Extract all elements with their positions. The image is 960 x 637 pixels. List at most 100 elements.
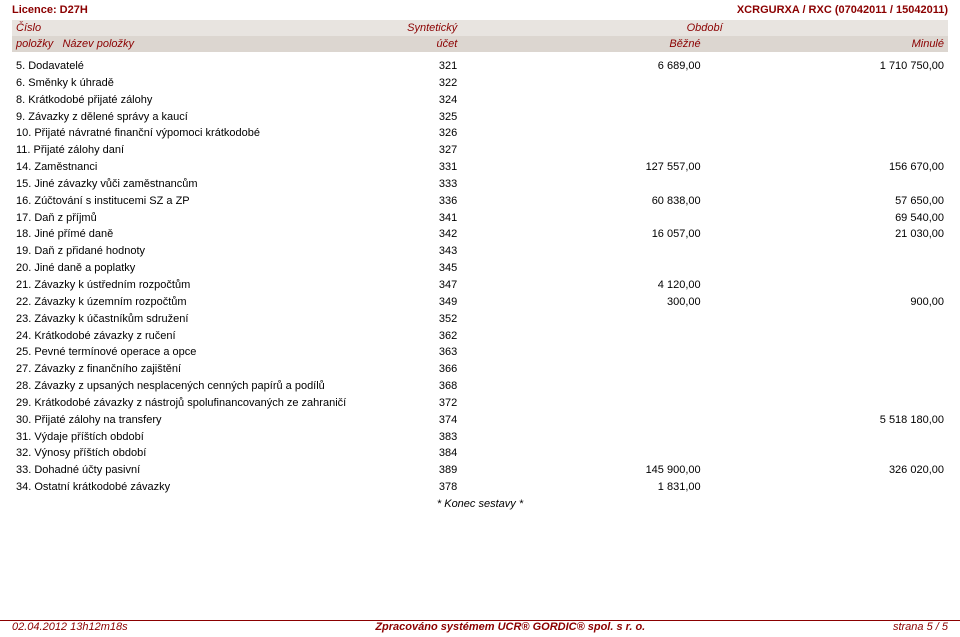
row-current: 6 689,00 bbox=[461, 58, 704, 75]
row-current bbox=[461, 361, 704, 378]
row-current bbox=[461, 260, 704, 277]
row-account: 378 bbox=[368, 479, 462, 496]
row-previous bbox=[705, 344, 948, 361]
row-account: 322 bbox=[368, 75, 462, 92]
row-previous bbox=[705, 277, 948, 294]
table-row: 31. Výdaje příštích období383 bbox=[12, 429, 948, 446]
row-current bbox=[461, 92, 704, 109]
hdr-nazev: Název položky bbox=[62, 38, 134, 50]
row-account: 384 bbox=[368, 445, 462, 462]
row-previous bbox=[705, 395, 948, 412]
table-row: 34. Ostatní krátkodobé závazky3781 831,0… bbox=[12, 479, 948, 496]
row-account: 341 bbox=[368, 210, 462, 227]
row-label: 6. Směnky k úhradě bbox=[12, 75, 368, 92]
row-label: 33. Dohadné účty pasivní bbox=[12, 462, 368, 479]
row-account: 326 bbox=[368, 125, 462, 142]
row-current: 4 120,00 bbox=[461, 277, 704, 294]
table-row: 18. Jiné přímé daně34216 057,0021 030,00 bbox=[12, 226, 948, 243]
footer-page: strana 5 / 5 bbox=[893, 621, 948, 633]
row-current bbox=[461, 75, 704, 92]
row-account: 383 bbox=[368, 429, 462, 446]
row-previous bbox=[705, 361, 948, 378]
row-previous bbox=[705, 311, 948, 328]
footer-timestamp: 02.04.2012 13h12m18s bbox=[12, 621, 128, 633]
row-current bbox=[461, 378, 704, 395]
row-previous bbox=[705, 445, 948, 462]
table-row: 17. Daň z příjmů34169 540,00 bbox=[12, 210, 948, 227]
row-account: 366 bbox=[368, 361, 462, 378]
row-previous: 1 710 750,00 bbox=[705, 58, 948, 75]
row-current bbox=[461, 344, 704, 361]
row-current: 60 838,00 bbox=[461, 193, 704, 210]
row-account: 321 bbox=[368, 58, 462, 75]
row-label: 32. Výnosy příštích období bbox=[12, 445, 368, 462]
row-previous bbox=[705, 429, 948, 446]
table-row: 28. Závazky z upsaných nesplacených cenn… bbox=[12, 378, 948, 395]
licence-label: Licence: D27H bbox=[12, 4, 88, 16]
row-current: 127 557,00 bbox=[461, 159, 704, 176]
row-previous: 326 020,00 bbox=[705, 462, 948, 479]
hdr-polozky-nazev: položky Název položky bbox=[12, 36, 368, 52]
end-of-report: * Konec sestavy * bbox=[12, 498, 948, 510]
footer-system: Zpracováno systémem UCR® GORDIC® spol. s… bbox=[375, 621, 645, 633]
row-label: 16. Zúčtování s institucemi SZ a ZP bbox=[12, 193, 368, 210]
table-row: 25. Pevné termínové operace a opce363 bbox=[12, 344, 948, 361]
row-previous bbox=[705, 260, 948, 277]
table-row: 32. Výnosy příštích období384 bbox=[12, 445, 948, 462]
table-row: 11. Přijaté zálohy daní327 bbox=[12, 142, 948, 159]
page-root: Licence: D27H XCRGURXA / RXC (07042011 /… bbox=[0, 0, 960, 637]
row-previous bbox=[705, 479, 948, 496]
table-row: 19. Daň z přidané hodnoty343 bbox=[12, 243, 948, 260]
table-row: 33. Dohadné účty pasivní389145 900,00326… bbox=[12, 462, 948, 479]
row-label: 5. Dodavatelé bbox=[12, 58, 368, 75]
row-current bbox=[461, 125, 704, 142]
table-row: 22. Závazky k územním rozpočtům349300,00… bbox=[12, 294, 948, 311]
row-label: 14. Zaměstnanci bbox=[12, 159, 368, 176]
row-previous bbox=[705, 176, 948, 193]
hdr-synteticky: Syntetický bbox=[368, 20, 462, 36]
row-previous bbox=[705, 125, 948, 142]
row-label: 17. Daň z příjmů bbox=[12, 210, 368, 227]
page-footer: 02.04.2012 13h12m18s Zpracováno systémem… bbox=[0, 620, 960, 633]
row-label: 11. Přijaté zálohy daní bbox=[12, 142, 368, 159]
row-label: 20. Jiné daně a poplatky bbox=[12, 260, 368, 277]
table-row: 23. Závazky k účastníkům sdružení352 bbox=[12, 311, 948, 328]
table-row: 9. Závazky z dělené správy a kaucí325 bbox=[12, 109, 948, 126]
hdr-obdobi: Období bbox=[461, 20, 948, 36]
row-previous bbox=[705, 75, 948, 92]
row-current bbox=[461, 142, 704, 159]
row-label: 19. Daň z přidané hodnoty bbox=[12, 243, 368, 260]
doc-ref-label: XCRGURXA / RXC (07042011 / 15042011) bbox=[737, 4, 948, 16]
row-previous bbox=[705, 109, 948, 126]
row-label: 28. Závazky z upsaných nesplacených cenn… bbox=[12, 378, 368, 395]
table-row: 27. Závazky z finančního zajištění366 bbox=[12, 361, 948, 378]
row-account: 349 bbox=[368, 294, 462, 311]
row-label: 8. Krátkodobé přijaté zálohy bbox=[12, 92, 368, 109]
row-label: 34. Ostatní krátkodobé závazky bbox=[12, 479, 368, 496]
table-row: 29. Krátkodobé závazky z nástrojů spoluf… bbox=[12, 395, 948, 412]
row-current bbox=[461, 395, 704, 412]
row-account: 374 bbox=[368, 412, 462, 429]
row-label: 25. Pevné termínové operace a opce bbox=[12, 344, 368, 361]
data-table: 5. Dodavatelé3216 689,001 710 750,00 6. S… bbox=[12, 58, 948, 496]
row-current bbox=[461, 412, 704, 429]
row-label: 29. Krátkodobé závazky z nástrojů spoluf… bbox=[12, 395, 368, 412]
row-previous: 5 518 180,00 bbox=[705, 412, 948, 429]
row-current: 1 831,00 bbox=[461, 479, 704, 496]
row-label: 30. Přijaté zálohy na transfery bbox=[12, 412, 368, 429]
row-account: 333 bbox=[368, 176, 462, 193]
row-previous: 21 030,00 bbox=[705, 226, 948, 243]
row-current: 145 900,00 bbox=[461, 462, 704, 479]
row-previous bbox=[705, 378, 948, 395]
table-row: 8. Krátkodobé přijaté zálohy324 bbox=[12, 92, 948, 109]
row-label: 23. Závazky k účastníkům sdružení bbox=[12, 311, 368, 328]
table-row: 15. Jiné závazky vůči zaměstnancům333 bbox=[12, 176, 948, 193]
row-current bbox=[461, 328, 704, 345]
row-label: 10. Přijaté návratné finanční výpomoci k… bbox=[12, 125, 368, 142]
row-label: 9. Závazky z dělené správy a kaucí bbox=[12, 109, 368, 126]
row-label: 18. Jiné přímé daně bbox=[12, 226, 368, 243]
top-bar: Licence: D27H XCRGURXA / RXC (07042011 /… bbox=[12, 4, 948, 16]
row-account: 368 bbox=[368, 378, 462, 395]
row-previous: 57 650,00 bbox=[705, 193, 948, 210]
hdr-ucet: účet bbox=[368, 36, 462, 52]
